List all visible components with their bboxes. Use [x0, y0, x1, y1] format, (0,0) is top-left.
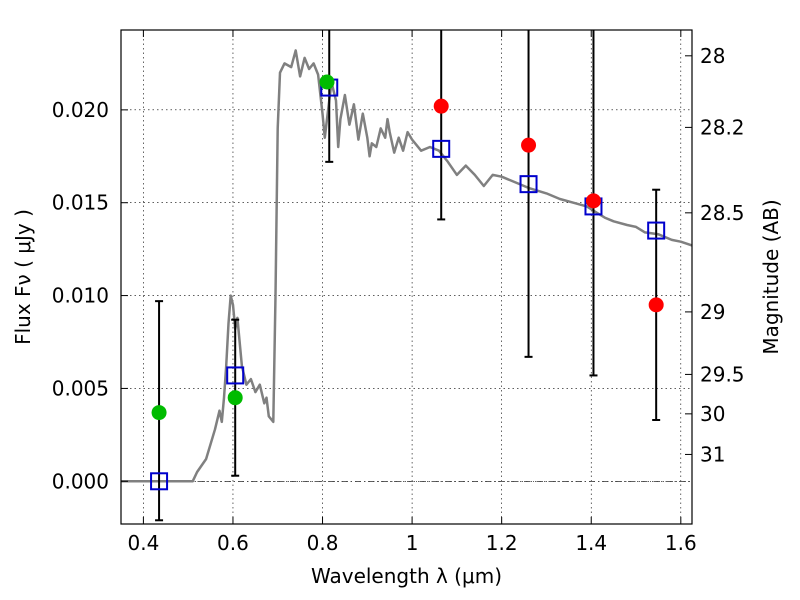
y-tick-label: 0.010 [52, 284, 109, 308]
y-tick-label: 0.005 [52, 376, 109, 400]
x-axis-label: Wavelength λ (μm) [311, 564, 502, 588]
right-tick-label: 28.5 [700, 201, 745, 225]
observed-flux-point [521, 137, 537, 153]
plot-frame [120, 29, 693, 525]
model-photometry-square [432, 139, 451, 158]
x-tick-label: 1.4 [575, 531, 607, 555]
right-axis-label: Magnitude (AB) [759, 199, 783, 354]
observed-flux-point [648, 297, 664, 313]
right-tick-label: 29 [700, 300, 725, 324]
x-tick-label: 1.6 [665, 531, 697, 555]
model-photometry-square [150, 472, 169, 491]
right-axis-ticks: 28 28.2 28.5 29 29.5 30 31 [685, 44, 745, 466]
right-tick-label: 30 [700, 402, 725, 426]
right-tick-label: 31 [700, 442, 725, 466]
grid-lines [121, 30, 692, 524]
x-axis-ticks: 0.4 0.6 0.8 1 1.2 1.4 1.6 [127, 30, 697, 555]
y-axis-ticks: 0.000 0.005 0.010 0.015 0.020 [52, 98, 128, 493]
model-spectrum-line [121, 49, 692, 483]
model-photometry-square [647, 221, 666, 240]
right-tick-label: 28.2 [700, 115, 745, 139]
observed-flux-point [319, 74, 335, 90]
plot-area [121, 30, 692, 522]
x-tick-label: 0.4 [127, 531, 159, 555]
y-tick-label: 0.020 [52, 98, 109, 122]
model-photometry-square [519, 175, 538, 194]
right-tick-label: 29.5 [700, 362, 745, 386]
right-tick-label: 28 [700, 44, 725, 68]
y-tick-label: 0.000 [52, 469, 109, 493]
x-tick-label: 0.8 [307, 531, 339, 555]
y-axis-label: Flux Fν ( μJy ) [11, 209, 35, 345]
model-photometry-square [226, 366, 245, 385]
y-tick-label: 0.015 [52, 191, 109, 215]
observed-flux-point [227, 390, 243, 406]
observed-flux-point [433, 98, 449, 114]
plot-content [121, 30, 692, 522]
x-tick-label: 1.2 [486, 531, 518, 555]
x-tick-label: 1 [406, 531, 419, 555]
x-tick-label: 0.6 [217, 531, 249, 555]
observed-flux-point [585, 193, 601, 209]
observed-flux-point [151, 405, 167, 421]
